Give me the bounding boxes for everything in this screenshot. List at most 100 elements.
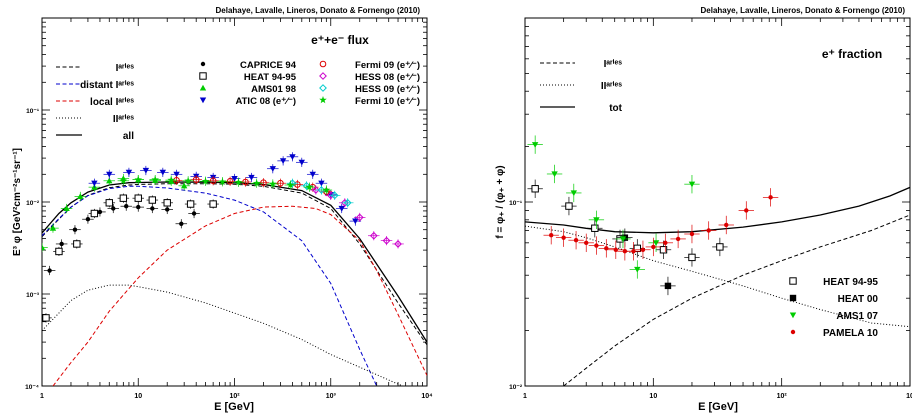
left-point-s5 [340, 198, 349, 207]
left-point-s7 [305, 183, 314, 191]
right-legend-label-0: Iᵃʳⁱᵉˢ [604, 58, 623, 70]
right-x-tick-label: 10² [777, 393, 788, 400]
right-x-tick-label: 10 [649, 393, 657, 400]
left-legend-label-data-4: Fermi 09 (e⁺⁄⁻) [355, 60, 420, 71]
left-point-s1 [42, 314, 50, 322]
left-point-s0 [47, 268, 52, 273]
right-point-s2 [570, 190, 577, 197]
left-point-s3 [91, 180, 98, 187]
left-point-s4 [192, 176, 200, 183]
left-point-s3 [338, 205, 345, 212]
left-y-tick-label: 10⁻¹ [26, 108, 39, 115]
right-legend-marker-0 [789, 277, 797, 285]
left-x-tick-label: 10 [134, 393, 142, 400]
right-credit: Delahaye, Lavalle, Lineros, Donato & For… [701, 6, 906, 15]
left-x-tick-label: 10³ [326, 393, 337, 400]
right-curve-0 [563, 214, 910, 386]
left-point-s0 [72, 227, 78, 232]
left-legend-label-data-3: ATIC 08 (e⁺⁄⁻) [235, 96, 296, 107]
left-point-s3 [298, 159, 305, 166]
left-point-s7 [268, 179, 277, 188]
left-point-s3 [142, 167, 150, 174]
left-point-s3 [173, 171, 180, 178]
right-point-s3 [724, 222, 729, 228]
right-point-s2 [531, 142, 539, 148]
right-point-s0 [531, 185, 539, 193]
right-plot-frame [524, 17, 911, 387]
left-x-axis-label: E [GeV] [214, 401, 254, 413]
right-point-s3 [744, 208, 749, 213]
right-legend-label-1: IIᵃʳⁱᵉˢ [601, 80, 622, 92]
left-point-s2 [42, 244, 46, 251]
right-legend-label-data-0: HEAT 94-95 [823, 277, 878, 288]
left-data-points [42, 152, 404, 323]
right-data-points [527, 135, 779, 296]
right-point-s0 [688, 253, 696, 262]
right-point-s0 [591, 224, 599, 232]
left-point-s3 [269, 166, 277, 172]
left-legend-marker-7 [319, 96, 327, 104]
left-point-s1 [90, 209, 99, 218]
left-point-s7 [234, 178, 243, 186]
left-legend: Iᵃʳⁱᵉˢ distant Iᵃʳⁱᵉˢ local Iᵃʳⁱᵉˢ IIᵃʳⁱᵉˢ a… [56, 60, 420, 142]
left-point-s7 [119, 176, 128, 185]
right-x-axis-label: E [GeV] [698, 401, 738, 413]
left-point-s7 [252, 179, 261, 187]
left-legend-label-data-5: HESS 08 (e⁺⁄⁻) [355, 72, 420, 83]
left-point-s1 [134, 194, 142, 202]
right-point-s2 [593, 217, 600, 224]
left-point-s0 [124, 204, 129, 209]
left-point-s5 [369, 231, 378, 240]
left-point-s3 [231, 175, 238, 182]
left-point-s5 [355, 213, 364, 222]
left-point-s7 [218, 177, 227, 185]
right-legend: Iᵃʳⁱᵉˢ IIᵃʳⁱᵉˢ tot HEAT 94-95 HEAT 00 AMS1 07… [540, 58, 878, 339]
right-legend-label-2: tot [609, 103, 622, 114]
right-point-s3 [663, 240, 668, 246]
right-legend-label-data-3: PAMELA 10 [823, 328, 878, 339]
right-y-tick-label: 10⁻² [509, 384, 523, 391]
left-point-s0 [165, 207, 170, 212]
right-point-s3 [584, 240, 589, 246]
left-legend-marker-0 [200, 61, 206, 67]
left-point-s0 [111, 206, 116, 211]
right-point-s3 [689, 231, 695, 237]
right-panel: 1 10 10² 10 10⁻² 10⁻¹ Iᵃʳⁱᵉˢ IIᵃʳⁱᵉˢ tot HEAT 94… [495, 17, 912, 413]
left-point-s6 [330, 191, 339, 200]
left-panel: 1 10 10² 10³ 10⁴ 10⁻⁴ 10⁻³ 10⁻² 10⁻¹ Iᵃʳⁱᵉˢ dista… [12, 17, 433, 413]
left-point-s7 [151, 175, 160, 183]
left-point-s4 [226, 177, 234, 185]
left-point-s2 [106, 177, 113, 184]
left-point-s0 [179, 221, 184, 226]
left-legend-label-3: IIᵃʳⁱᵉˢ [113, 113, 134, 125]
right-legend-label-data-1: HEAT 00 [838, 294, 879, 305]
right-x-tick-label: 10 [906, 393, 912, 400]
left-point-s0 [150, 206, 155, 211]
right-point-s3 [768, 195, 773, 200]
right-point-s3 [622, 249, 628, 254]
left-legend-marker-3 [199, 97, 207, 104]
right-point-s0 [565, 202, 573, 210]
left-point-s4 [277, 179, 284, 187]
right-point-s3 [631, 249, 636, 254]
right-point-s2 [634, 266, 641, 273]
left-point-s7 [184, 176, 192, 185]
left-point-s7 [322, 186, 331, 194]
left-point-s7 [286, 181, 295, 189]
left-point-s4 [209, 177, 217, 185]
left-point-s3 [318, 180, 325, 187]
left-x-tick-label: 10² [229, 393, 240, 400]
left-x-tick-label: 1 [40, 393, 44, 400]
right-legend-label-data-2: AMS1 07 [836, 311, 878, 322]
left-legend-label-data-7: Fermi 10 (e⁺⁄⁻) [355, 96, 420, 107]
left-title: e⁺+e⁻ flux [311, 33, 369, 47]
left-point-s7 [167, 176, 176, 184]
left-ticks: 1 10 10² 10³ 10⁴ 10⁻⁴ 10⁻³ 10⁻² 10⁻¹ [25, 18, 433, 400]
left-point-s5 [382, 236, 391, 245]
left-legend-label-data-1: HEAT 94-95 [244, 72, 297, 83]
right-point-s2 [619, 236, 627, 243]
left-curve-2 [52, 205, 427, 386]
right-y-axis-label: f = φ₊ / (φ₊ + φ) [495, 165, 506, 238]
right-point-s2 [551, 171, 558, 178]
